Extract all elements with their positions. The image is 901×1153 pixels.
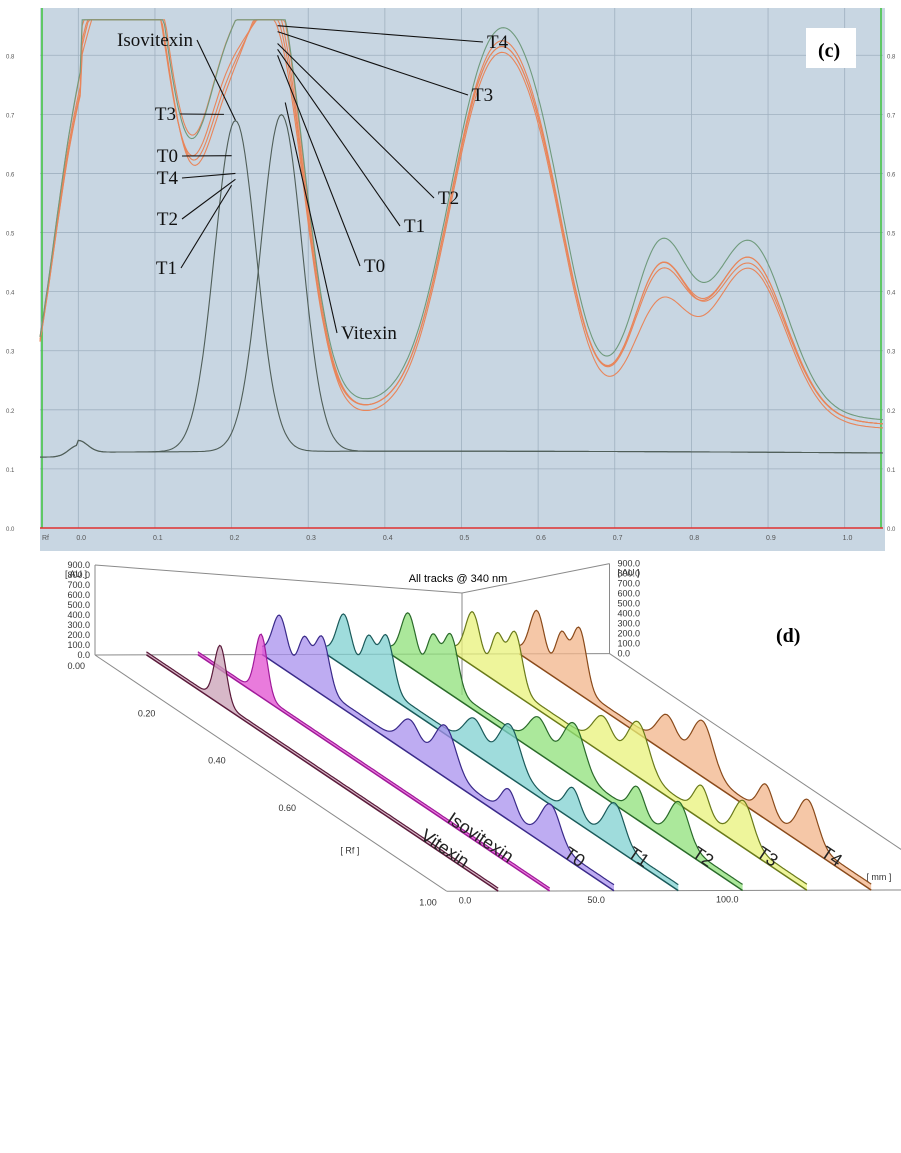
y-tick-label: 0.6 [6, 172, 15, 178]
annotation-label: T0 [364, 256, 385, 277]
annotation-label: T3 [472, 85, 493, 106]
x-tick-label: 0.8 [689, 535, 699, 542]
y-tick-label: 0.4 [6, 291, 15, 297]
x-tick-label: 0.2 [230, 535, 240, 542]
annotation-label: T1 [156, 258, 177, 279]
y-tick-label-right: 0.3 [887, 350, 896, 356]
y-tick-label-right: 0.6 [887, 172, 896, 178]
panel-c: Rf 0.0 0.1 0.2 0.3 0.4 0.5 0.6 0.7 0.8 0.9 1.0 0.0 0.… [6, 8, 896, 551]
au-tick-right: 200.0 [618, 629, 641, 639]
rf-axis-label: [ Rf ] [340, 845, 359, 855]
x-tick-label: 0.9 [766, 535, 776, 542]
y-tick-label: 0.3 [6, 350, 15, 356]
au-tick-right: 400.0 [618, 609, 641, 619]
au-tick-left: 700.0 [67, 580, 90, 590]
y-tick-label-right: 0.1 [887, 468, 896, 474]
au-tick-right: 500.0 [618, 599, 641, 609]
y-tick-label-right: 0.8 [887, 54, 896, 60]
x-tick-label: 0.5 [460, 535, 470, 542]
annotation-label: T2 [438, 188, 459, 209]
mm-axis-label: [ mm ] [866, 872, 891, 882]
x-tick-label: 0.3 [306, 535, 316, 542]
x-tick-label: 1.0 [843, 535, 853, 542]
panel-c-background [40, 8, 885, 551]
rf-tick: 0.00 [67, 661, 85, 671]
mm-tick: 50.0 [587, 895, 605, 905]
rf-tick: 0.40 [208, 756, 226, 766]
frame-top-left [95, 565, 462, 593]
y-tick-label: 0.8 [6, 54, 15, 60]
x-tick-label: Rf [42, 535, 49, 542]
axis-track-front [447, 890, 901, 891]
au-tick-left: 300.0 [67, 620, 90, 630]
y-tick-label-right: 0.0 [887, 527, 896, 533]
au-tick-right: 700.0 [618, 579, 641, 589]
annotation-label: T1 [404, 216, 425, 237]
rf-tick: 1.00 [419, 897, 437, 907]
au-tick-left: 0.0 [77, 650, 90, 660]
x-tick-label: 0.6 [536, 535, 546, 542]
au-tick-right: 300.0 [618, 619, 641, 629]
au-label-left: [ AU ] [65, 569, 87, 579]
au-label-right: [ AU ] [618, 568, 640, 578]
au-tick-right: 600.0 [618, 589, 641, 599]
au-tick-left: 200.0 [67, 630, 90, 640]
rf-tick: 0.20 [138, 708, 156, 718]
au-tick-right: 0.0 [618, 649, 631, 659]
y-tick-label-right: 0.4 [887, 291, 896, 297]
y-tick-label-right: 0.7 [887, 113, 896, 119]
y-tick-label-right: 0.2 [887, 409, 896, 415]
mm-tick: 0.0 [459, 895, 472, 905]
x-tick-label: 0.4 [383, 535, 393, 542]
y-tick-label: 0.1 [6, 468, 15, 474]
au-tick-left: 400.0 [67, 610, 90, 620]
au-tick-left: 100.0 [67, 640, 90, 650]
x-tick-label: 0.7 [613, 535, 623, 542]
y-tick-label: 0.0 [6, 527, 15, 533]
annotation-label: Isovitexin [117, 30, 193, 51]
rf-tick: 0.60 [279, 803, 297, 813]
annotation-label: T4 [487, 32, 509, 53]
x-tick-label: 0.0 [76, 535, 86, 542]
y-tick-label: 0.7 [6, 113, 15, 119]
annotation-label: T3 [155, 104, 176, 125]
x-tick-label: 0.1 [153, 535, 163, 542]
au-tick-left: 500.0 [67, 600, 90, 610]
y-tick-label: 0.2 [6, 409, 15, 415]
y-tick-label: 0.5 [6, 232, 15, 238]
annotation-label: T0 [157, 146, 178, 167]
annotation-label: T4 [157, 168, 179, 189]
au-tick-left: 600.0 [67, 590, 90, 600]
panel-d-label: (d) [776, 625, 800, 647]
mm-tick: 100.0 [716, 895, 739, 905]
panel-c-label: (c) [818, 40, 840, 62]
annotation-label: Vitexin [341, 323, 397, 344]
panel-d-title: All tracks @ 340 nm [409, 573, 508, 585]
au-tick-right: 100.0 [618, 639, 641, 649]
y-tick-label-right: 0.5 [887, 232, 896, 238]
annotation-label: T2 [157, 209, 178, 230]
